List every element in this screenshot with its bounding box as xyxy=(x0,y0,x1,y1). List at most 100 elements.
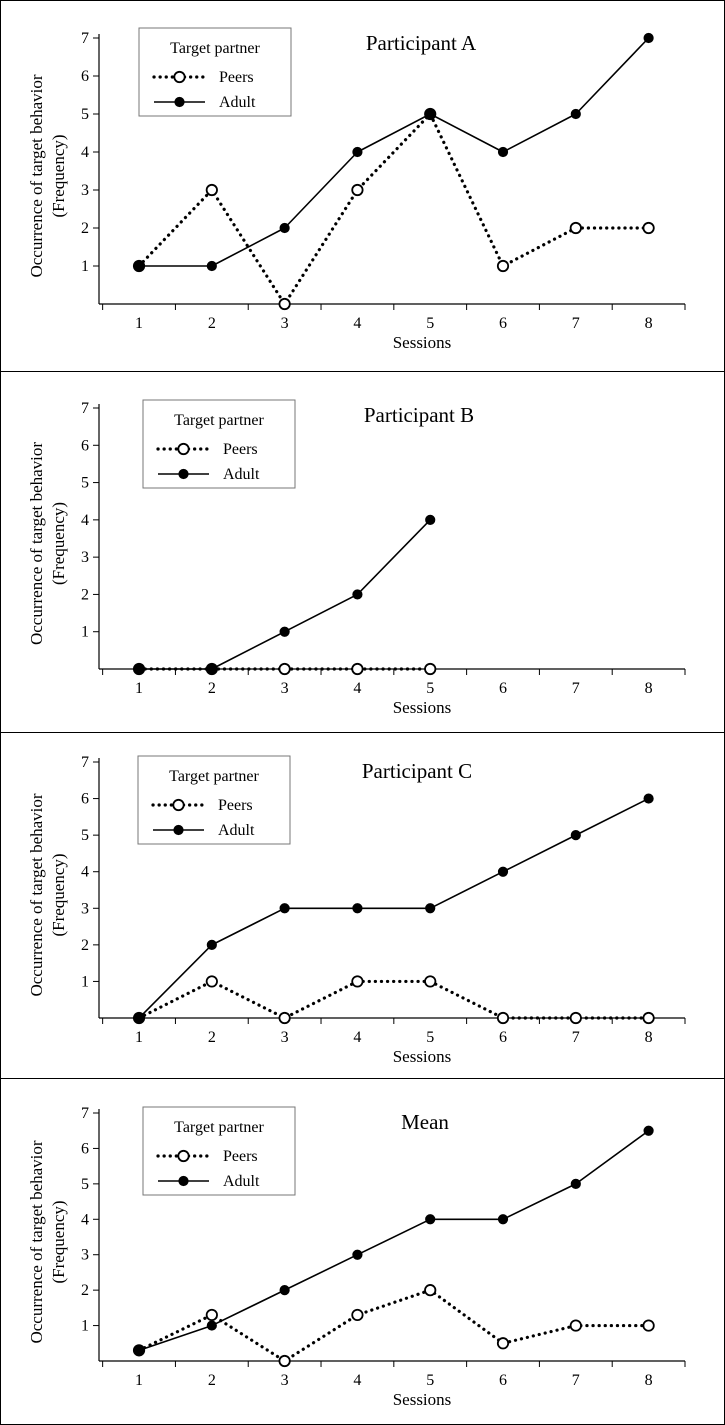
chart-panel: 1 2 3 4 5 6 7 1 2 3 4 5 6 7 8 Sessions Occurrence of tar… xyxy=(0,371,725,733)
data-point-adult xyxy=(570,1178,581,1189)
x-tick-label: 5 xyxy=(426,1372,434,1389)
y-tick-label: 7 xyxy=(81,30,89,47)
legend-label: Adult xyxy=(219,94,256,111)
legend-label: Peers xyxy=(219,69,254,86)
data-point-adult xyxy=(497,146,509,158)
data-point-peers xyxy=(205,183,218,197)
series-peers xyxy=(132,975,655,1025)
data-point-adult xyxy=(352,589,363,600)
legend-label: Peers xyxy=(218,797,253,814)
data-point-peers xyxy=(278,1011,291,1025)
data-point-peers xyxy=(424,975,437,988)
panel-title: Participant A xyxy=(366,31,477,55)
data-point-adult xyxy=(425,1214,436,1225)
x-tick-label: 8 xyxy=(645,1029,653,1046)
x-tick-label: 5 xyxy=(426,315,434,332)
x-axis-title: Sessions xyxy=(393,1390,452,1409)
y-tick-label: 6 xyxy=(81,791,89,808)
chart-panel: 1 2 3 4 5 6 7 1 2 3 4 5 6 7 8 Sessions Occurrence of tar… xyxy=(0,0,725,372)
series-line xyxy=(139,519,431,670)
x-tick-label: 1 xyxy=(135,680,143,697)
data-point-adult xyxy=(425,108,436,120)
data-point-adult xyxy=(643,32,654,44)
y-tick-label: 3 xyxy=(81,900,89,917)
data-point-peers xyxy=(351,662,364,676)
x-tick-label: 5 xyxy=(426,680,434,697)
x-tick-label: 6 xyxy=(499,680,507,697)
data-point-peers xyxy=(351,975,364,988)
data-point-peers xyxy=(496,259,510,273)
data-point-peers xyxy=(278,662,291,676)
legend: Target partner Peers Adult xyxy=(137,755,291,845)
series-adult xyxy=(133,32,654,272)
series-line xyxy=(137,112,651,306)
data-point-peers xyxy=(569,1011,582,1025)
filled-circle-marker xyxy=(174,96,185,108)
data-point-peers xyxy=(278,1354,291,1368)
x-tick-label: 6 xyxy=(499,1372,507,1389)
y-axis-title: Occurrence of target behavior xyxy=(27,1140,46,1343)
data-point-adult xyxy=(643,1125,654,1136)
y-tick-label: 2 xyxy=(81,937,89,954)
y-tick-label: 4 xyxy=(81,144,89,161)
panel-title: Participant B xyxy=(364,403,474,427)
data-point-peers xyxy=(205,975,218,988)
y-axis-title: (Frequency) xyxy=(49,853,68,936)
data-point-peers xyxy=(351,1308,364,1322)
y-tick-label: 1 xyxy=(81,258,89,275)
x-tick-label: 4 xyxy=(353,680,361,697)
chart-svg: 1 2 3 4 5 6 7 1 2 3 4 5 6 7 8 Sessions Occurrence of tar… xyxy=(27,399,686,717)
series-peers xyxy=(132,107,655,311)
data-point-adult xyxy=(206,939,217,950)
x-tick-label: 6 xyxy=(499,1029,507,1046)
data-point-adult xyxy=(133,1345,145,1356)
x-tick-label: 7 xyxy=(572,1372,580,1389)
x-tick-label: 4 xyxy=(353,1029,361,1046)
legend: Target partner Peers Adult xyxy=(142,399,296,489)
series-peers xyxy=(132,1284,655,1368)
x-axis-title: Sessions xyxy=(393,1047,452,1066)
x-tick-label: 4 xyxy=(353,315,361,332)
y-tick-label: 7 xyxy=(81,754,89,771)
y-tick-label: 6 xyxy=(81,68,89,85)
y-axis-title: (Frequency) xyxy=(49,134,68,217)
legend-label: Adult xyxy=(218,822,255,839)
y-tick-label: 4 xyxy=(81,1211,89,1228)
y-axis-title: Occurrence of target behavior xyxy=(27,74,46,277)
data-point-adult xyxy=(352,146,363,158)
legend-label: Adult xyxy=(223,1173,260,1190)
legend-title: Target partner xyxy=(174,412,264,429)
chart-panel: 1 2 3 4 5 6 7 1 2 3 4 5 6 7 8 Sessions Occurrence of tar… xyxy=(0,732,725,1079)
y-tick-label: 4 xyxy=(81,864,89,881)
open-circle-marker xyxy=(177,1149,190,1163)
y-tick-label: 5 xyxy=(81,106,89,123)
y-tick-label: 4 xyxy=(81,512,89,529)
filled-circle-marker xyxy=(173,824,184,836)
series-line xyxy=(138,1130,650,1352)
x-tick-label: 8 xyxy=(645,315,653,332)
panel-title: Participant C xyxy=(362,759,472,783)
y-tick-label: 5 xyxy=(81,475,89,492)
data-point-peers xyxy=(642,1319,655,1332)
chart-svg: 1 2 3 4 5 6 7 1 2 3 4 5 6 7 8 Sessions Occurrence of tar… xyxy=(27,1105,686,1409)
data-point-adult xyxy=(352,903,363,914)
x-tick-label: 7 xyxy=(572,680,580,697)
x-tick-label: 6 xyxy=(499,315,507,332)
x-tick-label: 8 xyxy=(645,680,653,697)
panel-title: Mean xyxy=(401,1110,449,1134)
data-point-adult xyxy=(279,222,290,234)
y-tick-label: 2 xyxy=(81,220,89,237)
legend-title: Target partner xyxy=(174,1119,264,1136)
x-tick-label: 3 xyxy=(281,1372,289,1389)
y-tick-label: 3 xyxy=(81,182,89,199)
data-point-adult xyxy=(279,1285,290,1296)
data-point-adult xyxy=(570,108,581,120)
data-point-peers xyxy=(424,662,437,676)
x-tick-label: 7 xyxy=(572,315,580,332)
chart-panel: 1 2 3 4 5 6 7 1 2 3 4 5 6 7 8 Sessions Occurrence of tar… xyxy=(0,1078,725,1425)
series-line xyxy=(137,1288,651,1363)
series-adult xyxy=(133,1125,654,1356)
open-circle-marker xyxy=(173,70,186,84)
data-point-adult xyxy=(133,260,145,272)
